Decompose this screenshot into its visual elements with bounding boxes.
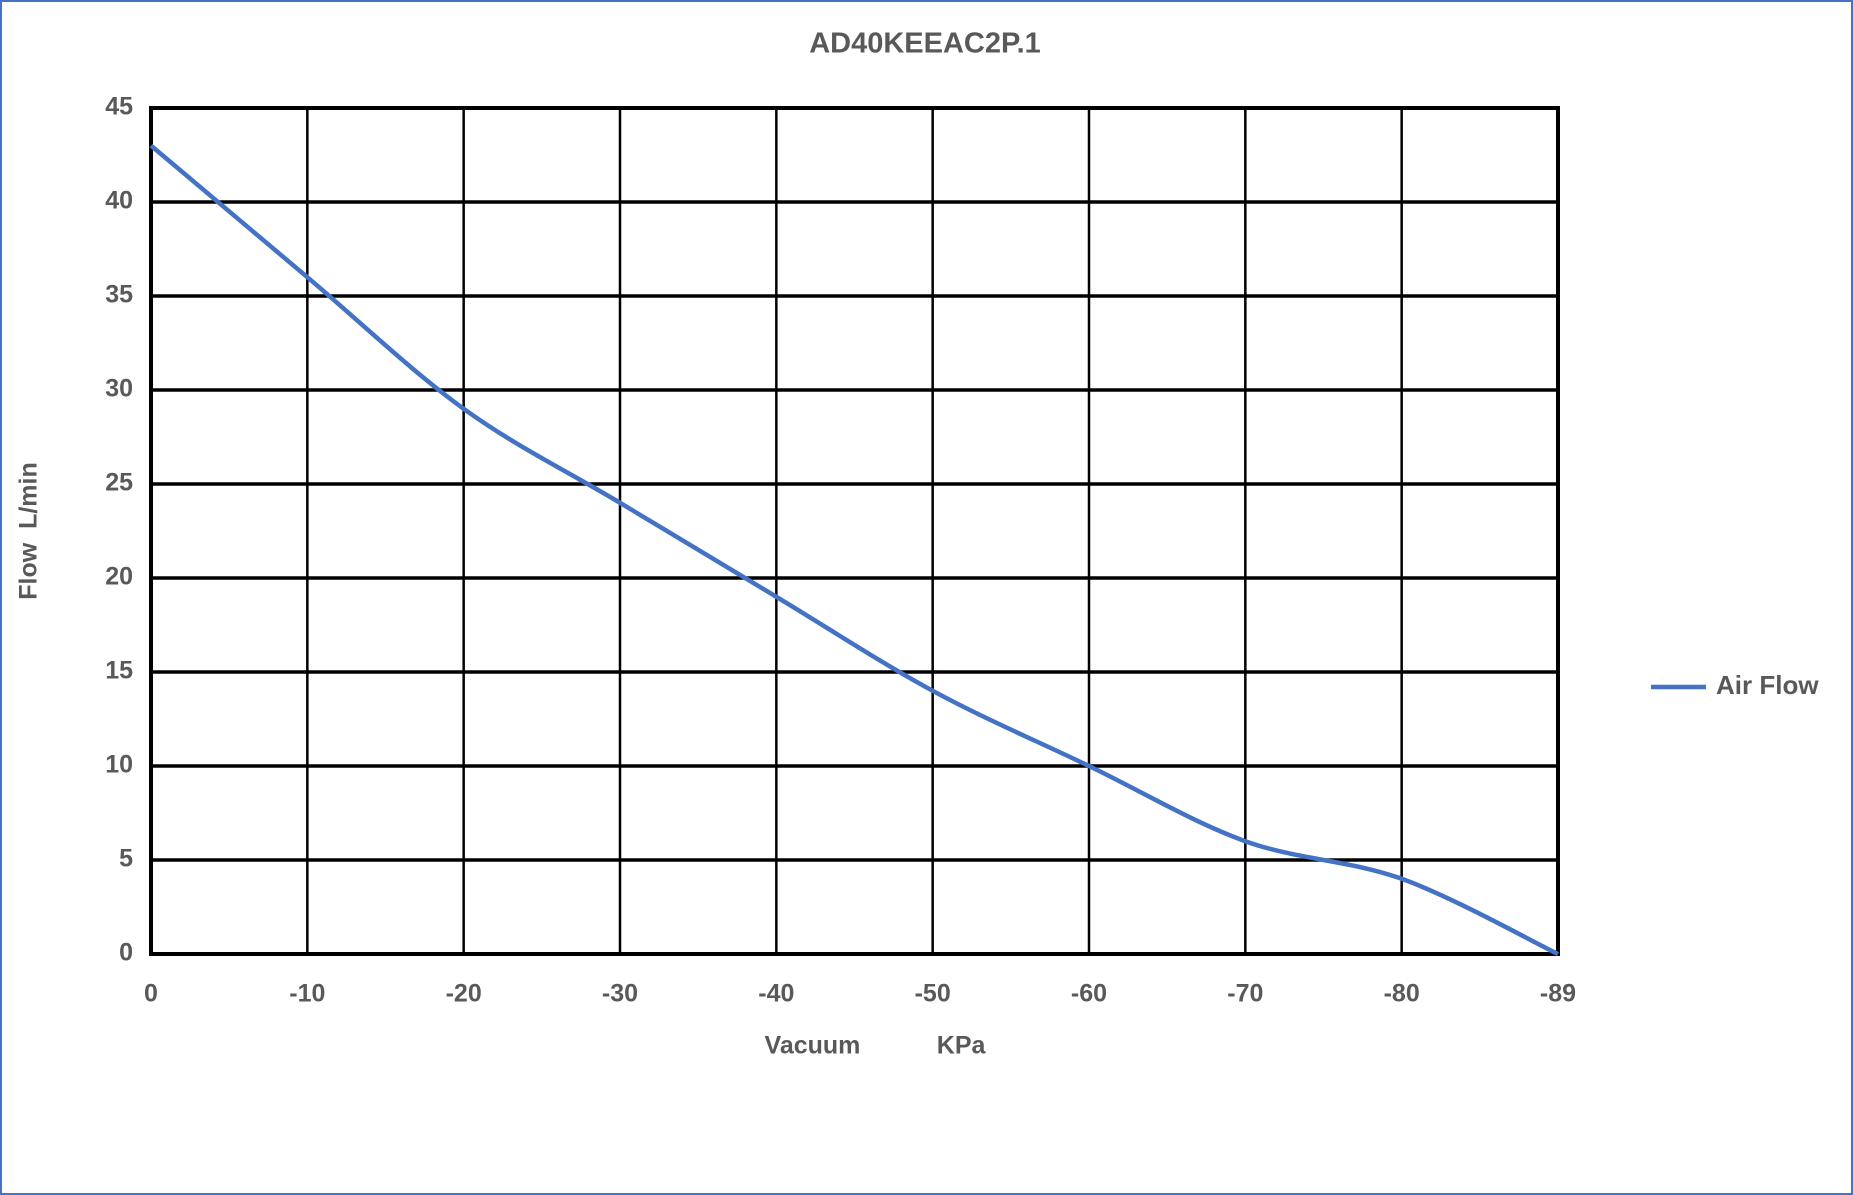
y-tick-label: 15 (105, 657, 133, 685)
x-tick-label: -50 (915, 980, 951, 1008)
plot-border (149, 106, 1560, 956)
y-tick-label: 5 (119, 845, 133, 873)
x-tick-label: -89 (1540, 980, 1576, 1008)
y-tick-label: 10 (105, 751, 133, 779)
x-tick-label: -80 (1384, 980, 1420, 1008)
y-tick-label: 40 (105, 187, 133, 215)
x-tick-label: -10 (289, 980, 325, 1008)
y-tick-label: 30 (105, 375, 133, 403)
y-tick-label: 0 (119, 939, 133, 967)
legend-label: Air Flow (1716, 670, 1819, 700)
x-tick-label: 0 (144, 980, 158, 1008)
chart-title: AD40KEEAC2P.1 (809, 28, 1041, 60)
y-axis-label: Flow L/min (15, 462, 43, 600)
y-tick-label: 45 (105, 93, 133, 121)
y-tick-label: 20 (105, 563, 133, 591)
data-line (149, 143, 1559, 957)
x-tick-label: -20 (446, 980, 482, 1008)
y-tick-label: 25 (105, 469, 133, 497)
x-axis-label: Vacuum KPa (765, 1032, 987, 1060)
x-tick-label: -60 (1071, 980, 1107, 1008)
x-tick-label: -40 (758, 980, 794, 1008)
x-tick-label: -70 (1227, 980, 1263, 1008)
y-tick-label: 35 (105, 281, 133, 309)
x-tick-label: -30 (602, 980, 638, 1008)
